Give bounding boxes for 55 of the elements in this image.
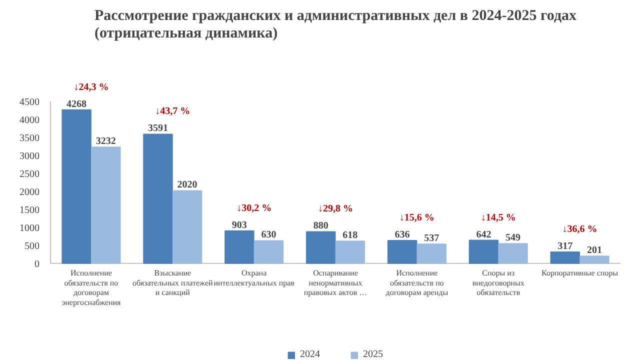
bar bbox=[172, 190, 202, 264]
bar bbox=[580, 256, 610, 264]
data-label: 642 bbox=[476, 229, 492, 240]
data-label: 3591 bbox=[148, 123, 168, 134]
bar bbox=[62, 109, 92, 264]
bar bbox=[224, 230, 254, 264]
data-label: 630 bbox=[261, 230, 276, 241]
x-tick-label: Споры из внедоговорных обязательств bbox=[472, 268, 524, 298]
x-tick-label: Охрана интеллектуальных прав bbox=[214, 268, 295, 288]
bar bbox=[335, 240, 366, 264]
y-tick-label: 4000 bbox=[20, 115, 40, 126]
bar bbox=[306, 231, 336, 264]
bar bbox=[550, 251, 580, 264]
legend-label: 2024 bbox=[300, 349, 320, 360]
data-label: 549 bbox=[506, 232, 521, 244]
x-tick-label: Исполнение обязательств по договорам аренды bbox=[386, 268, 449, 298]
annotation: ↓43,7 % bbox=[155, 106, 190, 118]
x-tick-label: Корпоративные споры bbox=[542, 268, 619, 278]
bar bbox=[254, 240, 284, 264]
data-label: 201 bbox=[586, 245, 602, 256]
data-label: 2020 bbox=[177, 180, 198, 191]
data-label: 3232 bbox=[96, 136, 116, 148]
bar bbox=[91, 146, 121, 264]
y-tick-label: 3000 bbox=[20, 150, 40, 162]
y-tick-label: 0 bbox=[34, 258, 40, 270]
data-label: 636 bbox=[394, 230, 410, 241]
y-tick-label: 1000 bbox=[20, 222, 40, 234]
bar bbox=[387, 240, 418, 264]
annotation: ↓36,6 % bbox=[562, 224, 598, 235]
y-tick-label: 2000 bbox=[20, 186, 40, 198]
data-label: 317 bbox=[558, 240, 573, 252]
data-label: 537 bbox=[424, 233, 440, 244]
data-label: 903 bbox=[232, 220, 247, 231]
text: ↓24,3 % bbox=[74, 82, 109, 93]
annotation: ↓30,2 % bbox=[236, 202, 272, 214]
y-tick-label: 3500 bbox=[20, 133, 40, 144]
x-tick-label: Оспаривание ненормативных правовых актов … bbox=[304, 268, 368, 298]
y-tick-label: 2500 bbox=[20, 168, 40, 180]
y-tick-label: 500 bbox=[24, 240, 40, 252]
y-tick-label: 4500 bbox=[20, 97, 40, 108]
bar bbox=[498, 243, 528, 264]
chart-title: Рассмотрение гражданских и административных дел в 2024-2025 годах (отрицательная динамика) bbox=[94, 8, 578, 42]
bar bbox=[468, 240, 499, 264]
bar bbox=[143, 134, 173, 264]
y-tick-label: 1500 bbox=[20, 204, 40, 216]
data-label: 4268 bbox=[66, 98, 87, 110]
annotation: ↓15,6 % bbox=[399, 212, 434, 224]
annotation: ↓29,8 % bbox=[318, 204, 353, 215]
annotation: ↓14,5 % bbox=[480, 212, 516, 224]
x-tick-label: Исполнение обязательств по договорам энергоснабжения bbox=[62, 268, 122, 308]
data-label: 880 bbox=[313, 220, 328, 232]
bar bbox=[416, 244, 446, 264]
data-label: 618 bbox=[342, 230, 358, 242]
x-tick-label: Взыскание обязательных платежей и санкций bbox=[132, 268, 214, 298]
legend-label: 2025 bbox=[363, 349, 383, 360]
